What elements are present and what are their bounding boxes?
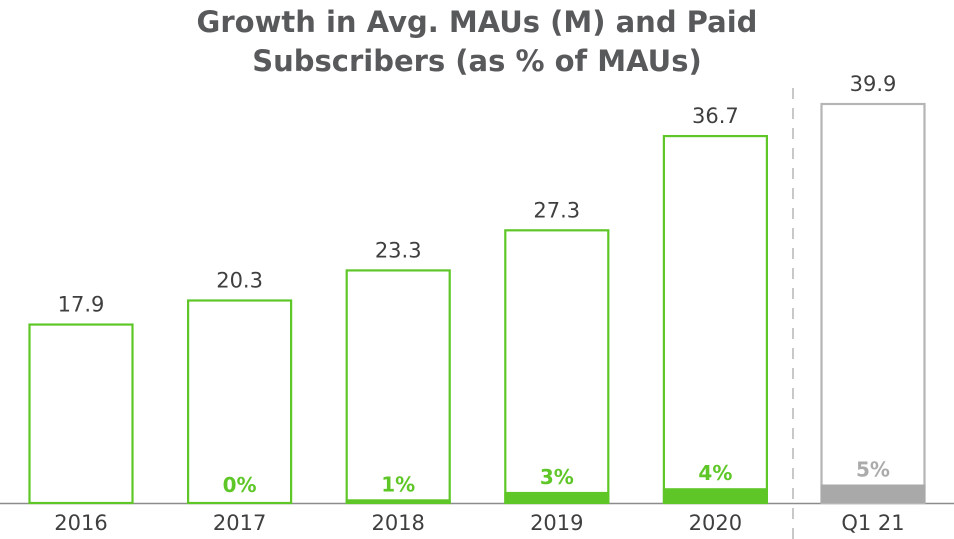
- bar-paid-fill: [662, 488, 768, 503]
- category-label: 2016: [54, 511, 107, 535]
- bar-paid-fill: [820, 484, 926, 503]
- category-label: 2017: [213, 511, 266, 535]
- bar-mau-2017: [187, 299, 293, 505]
- chart-title-line-2: Subscribers (as % of MAUs): [252, 44, 702, 78]
- bar-mau-2016: [28, 323, 134, 505]
- category-label: 2019: [530, 511, 583, 535]
- value-label: 20.3: [216, 268, 263, 292]
- value-label: 27.3: [533, 198, 580, 222]
- value-label: 17.9: [58, 293, 105, 317]
- category-label: Q1 21: [841, 511, 904, 535]
- chart-title-line-1: Growth in Avg. MAUs (M) and Paid: [197, 5, 758, 39]
- pct-label: 1%: [381, 472, 415, 496]
- bar-paid-fill: [345, 499, 451, 503]
- category-label: 2020: [689, 511, 742, 535]
- bar-mau-q1-21: [820, 102, 926, 505]
- bar-mau-2019: [504, 229, 610, 505]
- pct-label: 5%: [856, 458, 890, 482]
- pct-label: 0%: [223, 473, 257, 497]
- value-label: 23.3: [375, 238, 422, 262]
- value-label: 36.7: [692, 104, 739, 128]
- pct-label: 4%: [698, 461, 732, 485]
- bars-group: 17.9 2016 20.3 0% 2017 23.3 1% 2018 27.3 3% 2019 36…: [0, 72, 954, 539]
- value-label: 39.9: [850, 72, 897, 96]
- bar-mau-2018: [345, 269, 451, 505]
- pct-label: 3%: [540, 465, 574, 489]
- bar-paid-fill: [504, 491, 610, 503]
- bar-mau-2020: [662, 134, 769, 505]
- category-label: 2018: [371, 511, 424, 535]
